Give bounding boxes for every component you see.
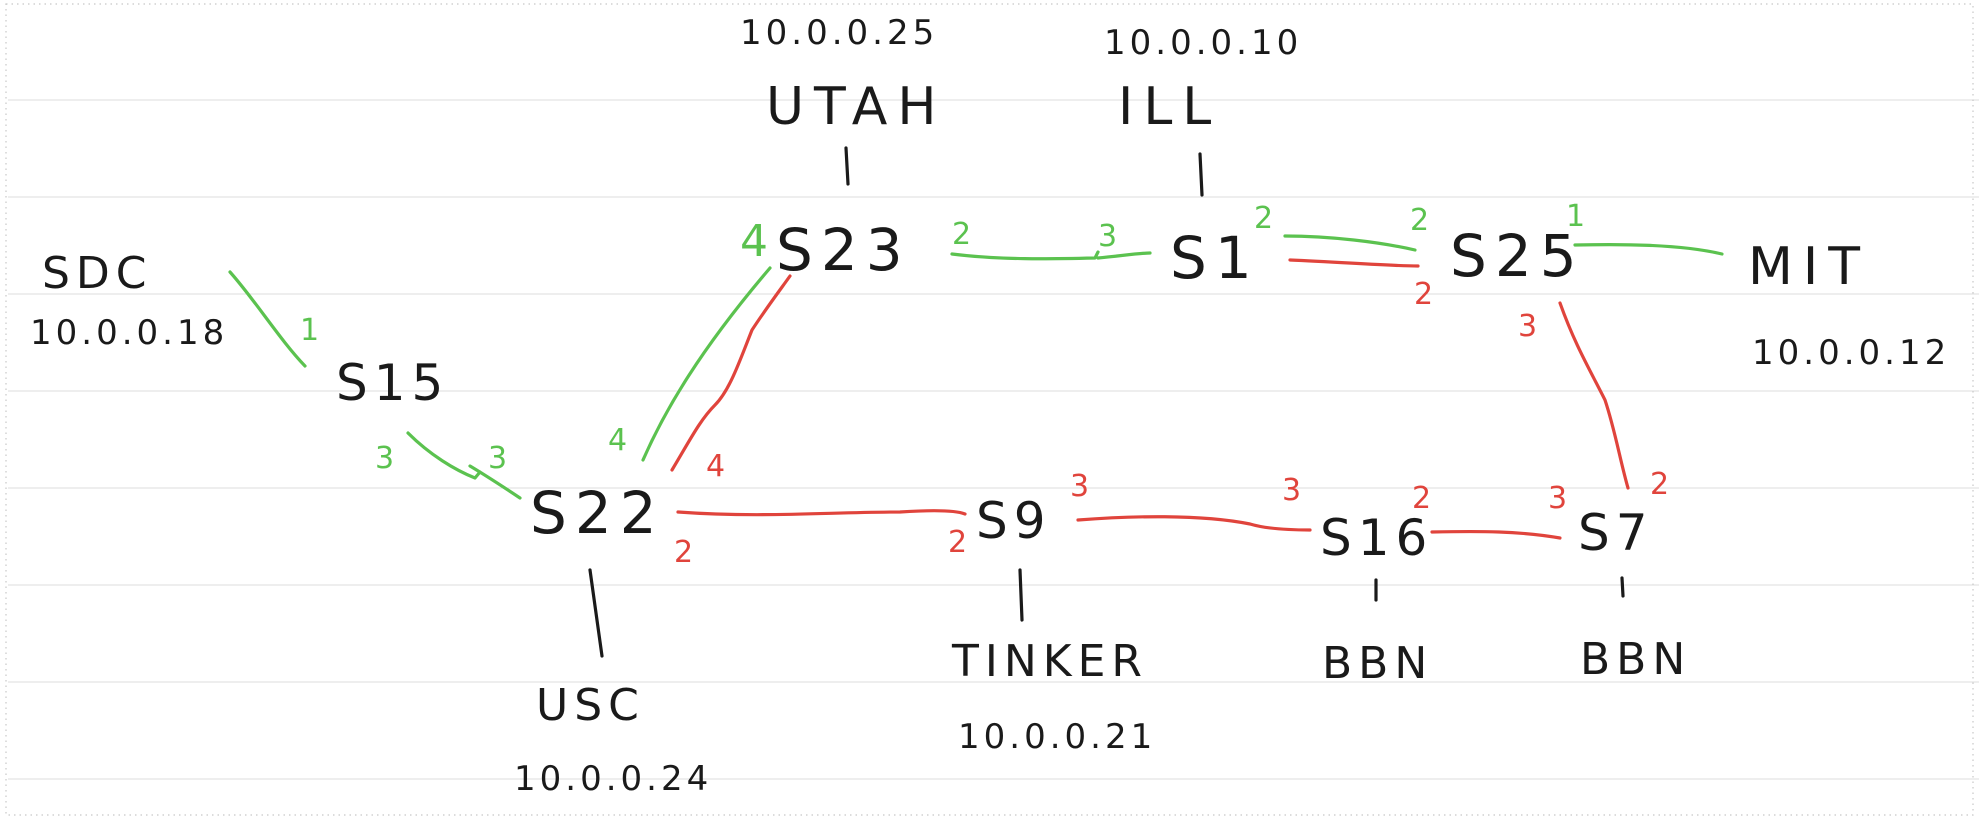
switch-s25: S25 <box>1450 222 1585 290</box>
link-s25-mit <box>1573 242 1724 256</box>
switch-s23: S23 <box>776 216 911 284</box>
switch-s16: S16 <box>1320 509 1433 567</box>
link-sdc-s15 <box>228 270 307 368</box>
port-red-s22-up: 4 <box>706 449 725 484</box>
ip-utah: 10.0.0.25 <box>740 13 938 53</box>
tick-ill <box>1198 152 1204 197</box>
page-border <box>5 3 1974 816</box>
tick-usc <box>588 568 604 658</box>
link-s16-s7 <box>1430 529 1562 540</box>
tick-utah <box>844 146 850 186</box>
link-s15-s22 <box>406 431 522 500</box>
host-tinker: TINKER <box>951 636 1148 687</box>
link-s22-s23 <box>641 266 772 462</box>
port-green-s23-right: 2 <box>952 217 971 252</box>
host-labels: 10.0.0.25 UTAH 10.0.0.10 ILL SDC 10.0.0.… <box>30 13 1950 799</box>
port-green-s25-right: 1 <box>1566 199 1585 234</box>
port-red-s16-right: 2 <box>1412 481 1431 516</box>
host-bbn-2: BBN <box>1580 634 1691 685</box>
link-s23-s1 <box>950 250 1152 261</box>
host-sdc: SDC <box>42 248 153 299</box>
port-red-s9-left: 2 <box>948 525 967 560</box>
link-s9-s16 <box>1076 515 1312 532</box>
port-green-s15-out: 3 <box>375 441 394 476</box>
green-path <box>228 234 1724 500</box>
tick-tinker <box>1018 568 1024 622</box>
link-s22-s23-red <box>670 274 792 472</box>
port-red-s25-down: 3 <box>1518 309 1537 344</box>
port-red-s9-right: 3 <box>1070 469 1089 504</box>
ip-mit: 10.0.0.12 <box>1752 333 1950 373</box>
port-red-s22-right: 2 <box>674 535 693 570</box>
port-red-s7-up: 2 <box>1650 467 1669 502</box>
host-mit: MIT <box>1748 237 1870 297</box>
tick-bbn2 <box>1620 576 1625 598</box>
link-s1-s25 <box>1283 234 1417 252</box>
ruled-lines <box>5 3 1979 816</box>
port-green-s22-up: 4 <box>608 423 627 458</box>
ip-sdc: 10.0.0.18 <box>30 313 228 353</box>
red-path <box>670 258 1630 540</box>
port-green-s22-in: 3 <box>488 441 507 476</box>
port-green-sdc-s15: 1 <box>300 313 319 348</box>
ip-tinker: 10.0.0.21 <box>958 717 1156 757</box>
switch-s1: S1 <box>1170 224 1260 292</box>
green-port-labels: 1 3 3 4 4 2 3 2 2 1 <box>300 199 1585 476</box>
switch-s15: S15 <box>336 354 449 412</box>
port-green-s1-right: 2 <box>1254 201 1273 236</box>
port-red-s16-left: 3 <box>1282 473 1301 508</box>
link-s22-s9 <box>676 509 967 517</box>
ip-usc: 10.0.0.24 <box>514 759 712 799</box>
link-s25-s1-red <box>1288 258 1420 268</box>
switch-s22: S22 <box>530 479 665 547</box>
host-ill: ILL <box>1118 77 1221 137</box>
port-green-s23-left: 4 <box>740 216 768 267</box>
host-links <box>588 146 1625 658</box>
host-usc: USC <box>536 680 645 731</box>
red-port-labels: 4 2 2 3 3 2 3 2 3 2 <box>674 277 1669 570</box>
switch-labels: S23 S1 S25 S15 S22 S9 S16 S7 <box>336 216 1654 567</box>
switch-s9: S9 <box>976 492 1052 550</box>
port-red-s25-left: 2 <box>1414 277 1433 312</box>
link-s7-s25 <box>1558 301 1630 490</box>
port-red-s7-left: 3 <box>1548 481 1567 516</box>
switch-s7: S7 <box>1578 504 1654 562</box>
host-utah: UTAH <box>766 77 946 137</box>
port-green-s1-left: 3 <box>1098 219 1117 254</box>
port-green-s25-left: 2 <box>1410 203 1429 238</box>
host-bbn-1: BBN <box>1322 638 1433 689</box>
ip-ill: 10.0.0.10 <box>1104 23 1302 63</box>
